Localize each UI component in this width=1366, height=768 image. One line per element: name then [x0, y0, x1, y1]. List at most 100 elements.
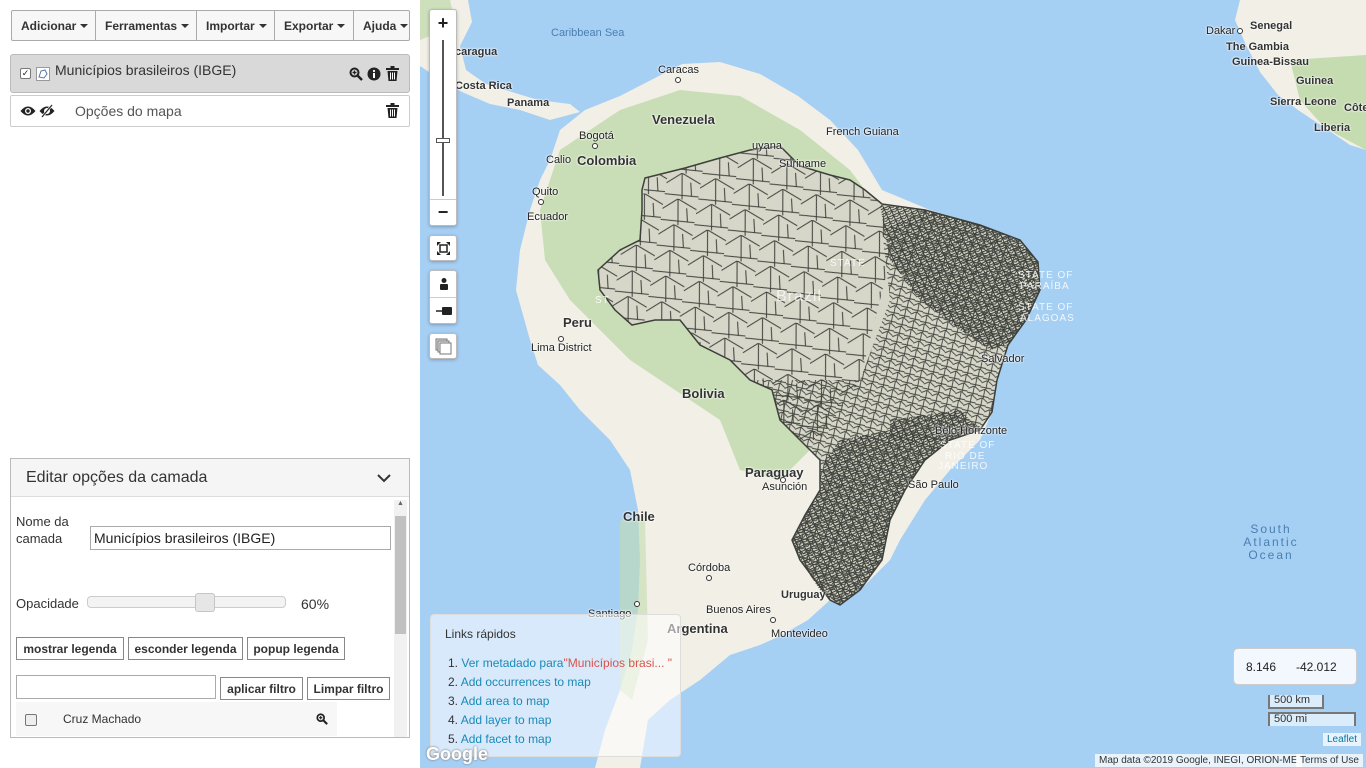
- trash-icon[interactable]: [386, 66, 399, 81]
- quick-link-metadata[interactable]: 1. Ver metadado para"Municípios brasi...…: [448, 656, 672, 670]
- apply-filter-button[interactable]: aplicar filtro: [220, 677, 303, 700]
- caret-down-icon: [337, 23, 346, 28]
- edit-panel-scrollbar[interactable]: ▲: [394, 500, 407, 737]
- layer-visibility-checkbox[interactable]: ✓: [20, 68, 31, 79]
- terms-of-use-link[interactable]: Terms of Use: [1296, 754, 1363, 767]
- map-label-paraguay: Paraguay: [745, 465, 804, 480]
- map-label-chile: Chile: [623, 509, 655, 524]
- filter-input[interactable]: [16, 675, 216, 699]
- municipalities-north: [598, 146, 890, 440]
- opacity-value: 60%: [301, 596, 330, 612]
- layers-icon: [435, 338, 452, 355]
- zoom-control: + −: [429, 9, 457, 226]
- edit-panel-title: Editar opções da camada: [26, 469, 208, 486]
- edit-layer-panel: Editar opções da camada ▲ Nome da camada…: [10, 458, 410, 738]
- city-dot: [1237, 28, 1243, 34]
- show-legend-button[interactable]: mostrar legenda: [16, 637, 124, 660]
- map-label-ocean-1: South: [1250, 522, 1292, 536]
- map-label-state-rio-3: JANEIRO: [938, 461, 989, 472]
- zoom-in-button[interactable]: +: [437, 13, 449, 33]
- draw-line-icon[interactable]: [435, 305, 453, 317]
- map-label-cordoba: Córdoba: [688, 562, 731, 574]
- eye-slash-icon[interactable]: [39, 104, 55, 118]
- map-options-label: Opções do mapa: [75, 103, 182, 119]
- layer-name: Municípios brasileiros (IBGE): [55, 62, 237, 78]
- map-label-state-paraiba-1: STATE OF: [1018, 270, 1074, 281]
- layers-button[interactable]: [429, 333, 457, 359]
- map-label-cote: Côte: [1344, 102, 1366, 114]
- layer-name-label: Nome da camada: [16, 514, 69, 546]
- quick-links-panel: Links rápidos 1. Ver metadado para"Munic…: [430, 614, 681, 757]
- info-icon[interactable]: [367, 67, 381, 81]
- edit-panel-header[interactable]: Editar opções da camada: [11, 459, 409, 497]
- menu-bar: Adicionar Ferramentas Importar Exportar …: [11, 10, 410, 41]
- zoom-out-button[interactable]: −: [437, 202, 449, 222]
- map-label-lima: Lima District: [531, 342, 592, 354]
- map-label-sierra-leone: Sierra Leone: [1270, 96, 1337, 108]
- map-label-bolivia: Bolivia: [682, 386, 725, 401]
- map-label-ocean-2: Atlantic: [1243, 535, 1299, 549]
- map-label-state-rio-2: RIO DE: [945, 451, 986, 462]
- menu-importar[interactable]: Importar: [197, 11, 275, 40]
- city-dot: [558, 336, 564, 342]
- quick-link-layer[interactable]: 4. Add layer to map: [448, 713, 552, 727]
- map-label-argentina: Argentina: [667, 621, 728, 636]
- map-label-caracas: Caracas: [658, 64, 699, 76]
- scroll-up-icon[interactable]: ▲: [397, 500, 404, 507]
- scale-km: 500 km: [1268, 695, 1324, 709]
- chevron-down-icon[interactable]: [377, 473, 391, 483]
- map-label-state-rio-1: STATE OF: [940, 440, 996, 451]
- draw-marker-icon[interactable]: [437, 277, 451, 291]
- list-item-checkbox[interactable]: [25, 714, 37, 726]
- scale-mi: 500 mi: [1268, 712, 1356, 726]
- layer-item-municipios[interactable]: ✓ Municípios brasileiros (IBGE): [10, 54, 410, 93]
- menu-adicionar[interactable]: Adicionar: [12, 11, 96, 40]
- layer-name-input[interactable]: [90, 526, 391, 550]
- municipalities-southeast: [890, 410, 980, 440]
- municipalities-northeast: [880, 205, 1040, 350]
- fullscreen-button[interactable]: [429, 235, 457, 261]
- map-label-gambia: The Gambia: [1226, 41, 1289, 53]
- opacity-slider-handle[interactable]: [195, 593, 216, 612]
- coordinates-display: 8.146 -42.012: [1233, 648, 1357, 685]
- zoom-slider-handle[interactable]: [436, 138, 450, 144]
- quick-links-title: Links rápidos: [445, 627, 516, 641]
- scrollbar-thumb[interactable]: [395, 516, 406, 634]
- map-label-guinea: Guinea: [1296, 75, 1334, 87]
- menu-exportar[interactable]: Exportar: [275, 11, 354, 40]
- menu-ajuda[interactable]: Ajuda: [354, 11, 417, 40]
- left-panel: Adicionar Ferramentas Importar Exportar …: [0, 0, 420, 768]
- quick-link-occurrences[interactable]: 2. Add occurrences to map: [448, 675, 591, 689]
- popup-legend-button[interactable]: popup legenda: [247, 637, 345, 660]
- map-label-ecuador: Ecuador: [527, 211, 568, 223]
- longitude-value: -42.012: [1296, 660, 1337, 674]
- leaflet-link[interactable]: Leaflet: [1323, 733, 1362, 746]
- zoom-to-layer-icon[interactable]: [349, 67, 363, 81]
- map-label-quito: Quito: [532, 186, 559, 198]
- city-dot: [634, 601, 640, 607]
- quick-link-area[interactable]: 3. Add area to map: [448, 694, 550, 708]
- map-options-item[interactable]: Opções do mapa: [10, 95, 410, 127]
- quick-link-facet[interactable]: 5. Add facet to map: [448, 732, 552, 746]
- map-data-attribution: Map data ©2019 Google, INEGI, ORION-ME: [1095, 754, 1302, 767]
- hide-legend-button[interactable]: esconder legenda: [128, 637, 243, 660]
- map-label-suriname: Suriname: [779, 158, 827, 170]
- zoom-slider-track[interactable]: [442, 40, 444, 196]
- google-logo: Google: [426, 744, 488, 764]
- trash-icon[interactable]: [386, 103, 399, 118]
- caret-down-icon: [80, 23, 89, 28]
- list-item-label: Cruz Machado: [63, 712, 142, 726]
- map-label-senegal: Senegal: [1250, 20, 1293, 32]
- map-label-venezuela: Venezuela: [652, 112, 715, 127]
- city-dot: [592, 143, 598, 149]
- opacity-slider[interactable]: [87, 593, 286, 612]
- city-dot: [675, 77, 681, 83]
- caret-down-icon: [400, 23, 409, 28]
- zoom-to-feature-icon[interactable]: [316, 713, 328, 725]
- clear-filter-button[interactable]: Limpar filtro: [307, 677, 390, 700]
- menu-ferramentas[interactable]: Ferramentas: [96, 11, 197, 40]
- map-label-nicaragua: caragua: [455, 46, 498, 58]
- africa-forest: [1290, 55, 1366, 150]
- list-item[interactable]: Cruz Machado: [16, 702, 337, 736]
- eye-icon[interactable]: [20, 105, 36, 117]
